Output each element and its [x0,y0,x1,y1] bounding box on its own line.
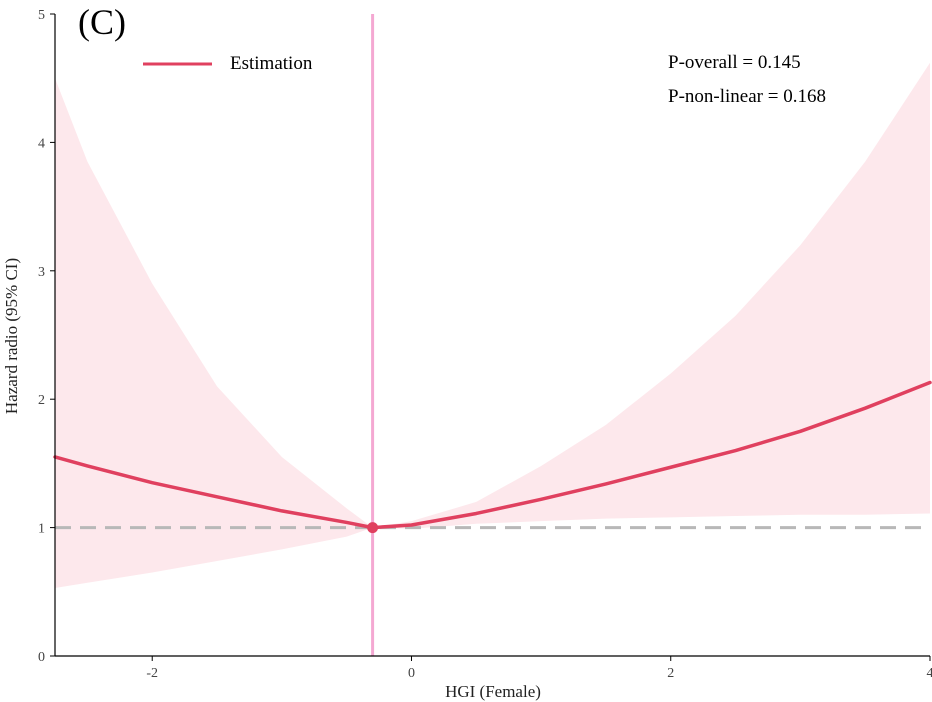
y-tick-label: 1 [38,522,45,537]
y-tick-label: 3 [38,265,45,280]
series-layer [53,380,932,534]
y-axis-title: Hazard radio (95% CI) [2,258,21,414]
y-tick-label: 5 [38,8,45,23]
x-tick-label: 4 [927,666,932,681]
x-tick-label: 0 [408,666,415,681]
series-line-estimation [53,380,932,530]
x-tick-label: 2 [667,666,674,681]
legend-label-estimation: Estimation [230,53,313,74]
y-tick-label: 2 [38,393,45,408]
y-tick-label: 4 [38,136,45,151]
reference-point [367,522,379,534]
legend: Estimation [143,53,313,74]
y-tick-label: 0 [38,650,45,665]
x-tick-label: -2 [146,666,158,681]
axis-layer: 0 1 2 3 4 5 -2 0 2 4 [38,8,932,681]
p-overall-annotation: P-overall = 0.145 [668,52,801,73]
reference-layer [55,14,930,656]
p-nonlinear-annotation: P-non-linear = 0.168 [668,86,826,107]
panel-label: (C) [78,2,126,42]
x-axis-title: HGI (Female) [445,682,541,701]
